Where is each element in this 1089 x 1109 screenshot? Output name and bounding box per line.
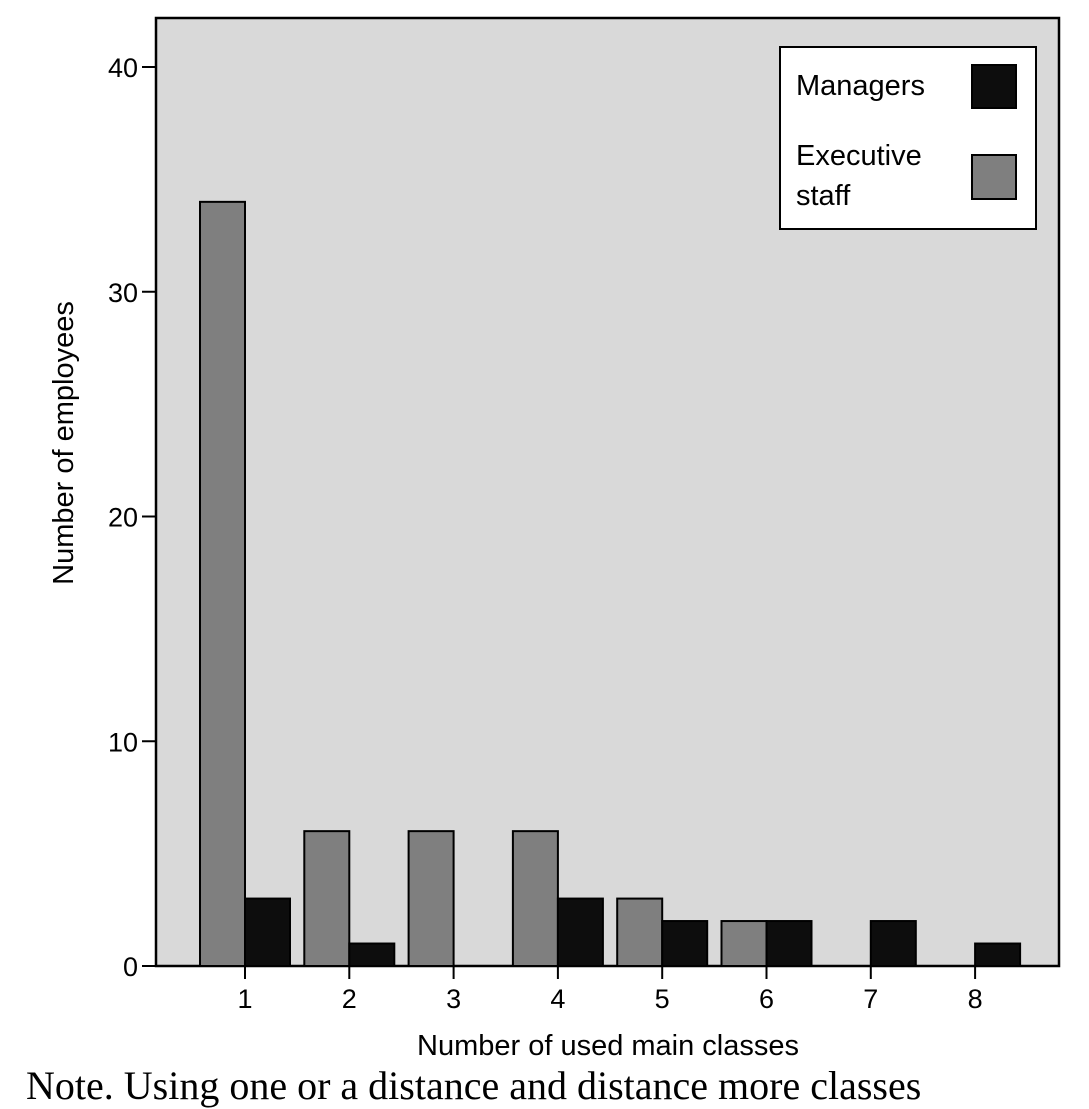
bar-executive-staff-5	[616, 897, 664, 968]
y-tick-label-0: 0	[123, 952, 138, 982]
x-axis-title: Number of used main classes	[417, 1030, 799, 1062]
y-tick-label-20: 20	[108, 503, 138, 533]
y-tick-label-40: 40	[108, 53, 138, 83]
x-tick-label-6: 6	[759, 984, 774, 1014]
legend-swatch-managers	[971, 64, 1017, 109]
x-tick-label-4: 4	[550, 984, 565, 1014]
legend: Managers Executive staff	[779, 46, 1037, 230]
x-tick-label-1: 1	[237, 984, 252, 1014]
note-text: Note. Using one or a distance and distan…	[26, 1063, 922, 1108]
bar-managers-1	[244, 897, 291, 968]
bar-executive-staff-2	[303, 830, 351, 968]
bar-managers-7	[869, 920, 917, 967]
bar-executive-staff-4	[511, 830, 559, 968]
bars-group	[199, 200, 1022, 968]
x-tick-label-7: 7	[863, 984, 878, 1014]
bar-managers-5	[661, 920, 709, 967]
x-tick-label-8: 8	[968, 984, 983, 1014]
x-tick-label-5: 5	[655, 984, 670, 1014]
y-axis-title: Number of employees	[48, 301, 80, 585]
legend-swatch-executive	[971, 154, 1017, 200]
x-tick-label-2: 2	[342, 984, 357, 1014]
bar-managers-8	[974, 942, 1022, 968]
y-axis: 0 10 20 30 40	[108, 53, 156, 982]
bar-managers-4	[556, 897, 604, 968]
legend-label-executive-line1: Executive	[796, 140, 922, 172]
bar-executive-staff-6	[720, 920, 768, 967]
x-axis: 1 2 3 4 5 6 7 8	[237, 966, 983, 1014]
bar-managers-2	[348, 942, 396, 968]
x-tick-label-3: 3	[446, 984, 461, 1014]
bar-executive-staff-3	[407, 830, 455, 968]
legend-label-executive-line2: staff	[796, 180, 851, 212]
bar-managers-6	[765, 920, 813, 967]
legend-label-managers: Managers	[796, 70, 925, 102]
y-tick-label-10: 10	[108, 727, 138, 757]
y-tick-label-30: 30	[108, 278, 138, 308]
bar-executive-staff-1	[199, 200, 246, 968]
